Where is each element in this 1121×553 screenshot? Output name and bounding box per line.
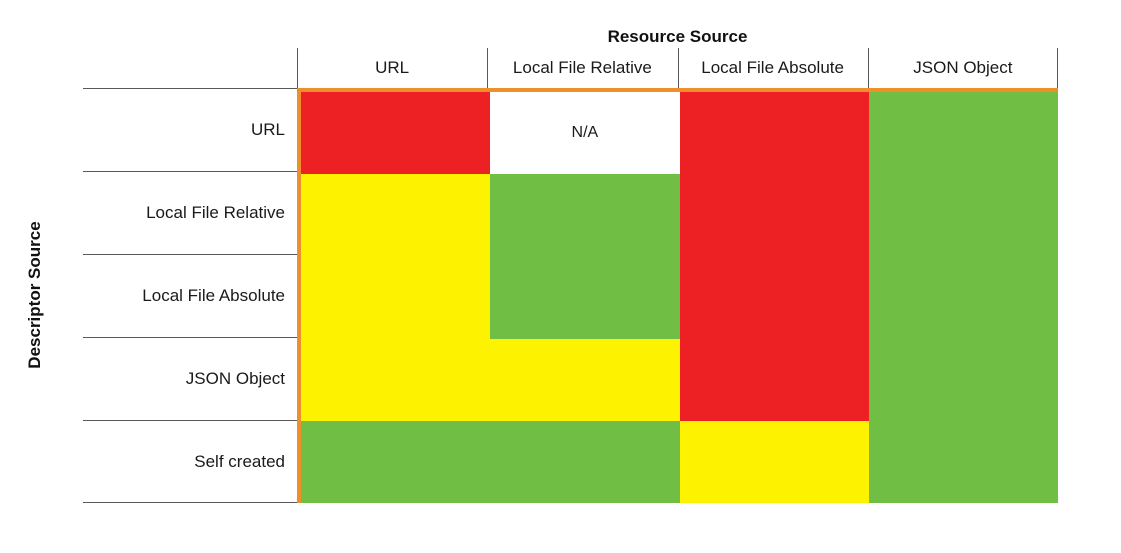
matrix-cell-local-file-relative--local-file-relative bbox=[490, 174, 680, 257]
row-separator-line bbox=[83, 337, 297, 338]
row-label-url: URL bbox=[250, 120, 285, 139]
matrix-cell-local-file-absolute--local-file-relative bbox=[490, 256, 680, 339]
column-header-local-file-absolute: Local File Absolute bbox=[701, 58, 844, 77]
matrix-grid: N/A bbox=[297, 88, 1058, 503]
header-tick-line bbox=[487, 48, 489, 88]
matrix-cell-local-file-absolute--json-object bbox=[868, 256, 1058, 339]
matrix-cell-local-file-relative--json-object bbox=[868, 174, 1058, 257]
header-tick-line bbox=[867, 48, 869, 88]
header-tick-line bbox=[1057, 48, 1058, 88]
header-tick-line bbox=[677, 48, 679, 88]
matrix-cell-local-file-absolute--local-file-absolute bbox=[679, 256, 869, 339]
matrix-cell-url--url bbox=[301, 92, 491, 175]
matrix-cell-json-object--local-file-relative bbox=[490, 338, 680, 421]
x-axis-title: Resource Source bbox=[607, 27, 748, 46]
y-axis-title: Descriptor Source bbox=[25, 221, 44, 369]
matrix-cell-self-created--local-file-relative bbox=[490, 420, 680, 503]
column-header-json-object: JSON Object bbox=[913, 58, 1013, 77]
matrix-cell-self-created--json-object bbox=[868, 420, 1058, 503]
matrix-cell-self-created--url bbox=[301, 420, 491, 503]
row-label-self-created: Self created bbox=[194, 452, 285, 471]
matrix-cell-json-object--local-file-absolute bbox=[679, 338, 869, 421]
header-tick-line bbox=[297, 48, 298, 88]
matrix-cell-local-file-absolute--url bbox=[301, 256, 491, 339]
column-header-local-file-relative: Local File Relative bbox=[512, 58, 652, 77]
row-label-json-object: JSON Object bbox=[185, 369, 285, 388]
matrix-cell-url--json-object bbox=[868, 92, 1058, 175]
matrix-cell-local-file-relative--local-file-absolute bbox=[679, 174, 869, 257]
row-separator-line bbox=[83, 420, 297, 421]
column-header-url: URL bbox=[375, 58, 410, 77]
matrix-cell-json-object--url bbox=[301, 338, 491, 421]
row-label-local-file-relative: Local File Relative bbox=[146, 203, 285, 222]
matrix-cell-self-created--local-file-absolute bbox=[679, 420, 869, 503]
row-separator-line bbox=[83, 171, 297, 172]
row-separator-line bbox=[83, 254, 297, 255]
matrix-cell-json-object--json-object bbox=[868, 338, 1058, 421]
row-separator-line bbox=[83, 88, 297, 89]
matrix-cell-local-file-relative--url bbox=[301, 174, 491, 257]
row-separator-line bbox=[83, 502, 297, 503]
matrix-cell-url--local-file-relative: N/A bbox=[490, 92, 680, 175]
matrix-cell-url--local-file-absolute bbox=[679, 92, 869, 175]
row-label-local-file-absolute: Local File Absolute bbox=[142, 286, 285, 305]
